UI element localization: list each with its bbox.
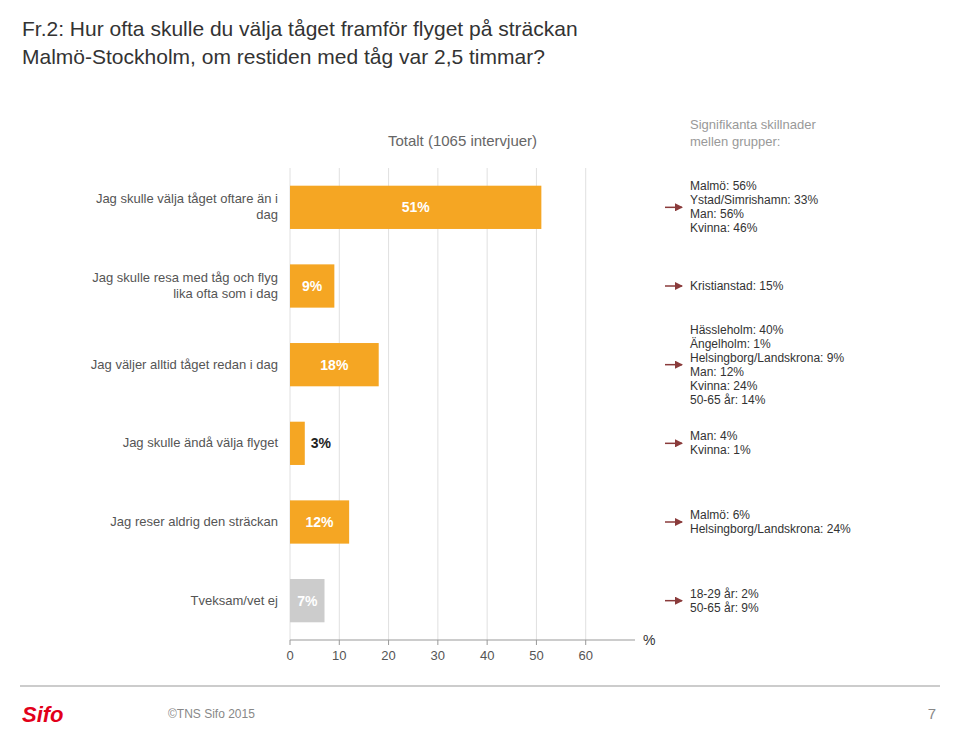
arrow bbox=[665, 285, 682, 287]
tick-label: 0 bbox=[286, 648, 293, 663]
annotation-title: Signifikanta skillnadermellen grupper: bbox=[690, 117, 816, 149]
x-axis bbox=[290, 640, 635, 641]
annotation: Man: 4%Kvinna: 1% bbox=[690, 429, 751, 457]
grid-line bbox=[388, 168, 389, 640]
tick-label: 50 bbox=[529, 648, 543, 663]
annotation: Hässleholm: 40%Ängelholm: 1%Helsingborg/… bbox=[690, 323, 844, 407]
tick bbox=[290, 640, 291, 645]
bar bbox=[290, 343, 379, 386]
tick bbox=[388, 640, 389, 645]
tick-label: 20 bbox=[381, 648, 395, 663]
category-label: Jag skulle ändå välja flyget bbox=[123, 435, 279, 450]
grid-line bbox=[585, 168, 586, 640]
data-label: 18% bbox=[320, 357, 349, 373]
bar bbox=[290, 186, 541, 229]
bar bbox=[290, 422, 305, 465]
footer: ©TNS Sifo 2015 bbox=[168, 707, 255, 721]
category-label: Tveksam/vet ej bbox=[191, 593, 279, 608]
grid-line bbox=[437, 168, 438, 640]
tick-label: 40 bbox=[480, 648, 494, 663]
grid-line bbox=[487, 168, 488, 640]
tick bbox=[437, 640, 438, 645]
tick bbox=[487, 640, 488, 645]
annotation: Kristianstad: 15% bbox=[690, 279, 784, 293]
arrow bbox=[665, 207, 682, 209]
grid-line bbox=[536, 168, 537, 640]
tick bbox=[339, 640, 340, 645]
tick bbox=[585, 640, 586, 645]
arrow bbox=[665, 364, 682, 366]
title: Malmö-Stockholm, om restiden med tåg var… bbox=[22, 45, 545, 68]
category-label: Jag reser aldrig den sträckan bbox=[110, 514, 278, 529]
tick-label: 30 bbox=[431, 648, 445, 663]
data-label: 9% bbox=[302, 278, 323, 294]
category-label: Jag skulle välja tåget oftare än idag bbox=[96, 191, 278, 222]
annotation: Malmö: 6%Helsingborg/Landskrona: 24% bbox=[690, 508, 851, 536]
grid-line bbox=[339, 168, 340, 640]
tick bbox=[536, 640, 537, 645]
tick-label: 60 bbox=[578, 648, 592, 663]
data-label: 3% bbox=[311, 435, 332, 451]
annotation: Malmö: 56%Ystad/Simrishamn: 33%Man: 56%K… bbox=[690, 179, 818, 235]
title: Fr.2: Hur ofta skulle du välja tåget fra… bbox=[22, 17, 578, 40]
bar bbox=[290, 264, 334, 307]
bar bbox=[290, 579, 325, 622]
bar bbox=[290, 500, 349, 543]
arrow bbox=[665, 443, 682, 445]
footer-rule bbox=[20, 685, 940, 687]
logo: Sifo bbox=[22, 702, 64, 727]
tick-label: 10 bbox=[332, 648, 346, 663]
bars bbox=[290, 186, 541, 623]
data-label: 7% bbox=[297, 593, 318, 609]
arrow bbox=[665, 600, 682, 602]
category-label: Jag väljer alltid tåget redan i dag bbox=[91, 357, 278, 372]
chart-root: Fr.2: Hur ofta skulle du välja tåget fra… bbox=[0, 0, 960, 738]
subtitle: Totalt (1065 intervjuer) bbox=[388, 132, 537, 149]
page-number: 7 bbox=[928, 705, 936, 722]
data-label: 51% bbox=[402, 199, 431, 215]
category-label: Jag skulle resa med tåg och flyglika oft… bbox=[92, 270, 278, 301]
x-axis-label: % bbox=[643, 632, 655, 648]
data-label: 12% bbox=[306, 514, 335, 530]
annotation: 18-29 år: 2%50-65 år: 9% bbox=[690, 587, 759, 615]
arrow bbox=[665, 521, 682, 523]
grid-line bbox=[290, 168, 291, 640]
